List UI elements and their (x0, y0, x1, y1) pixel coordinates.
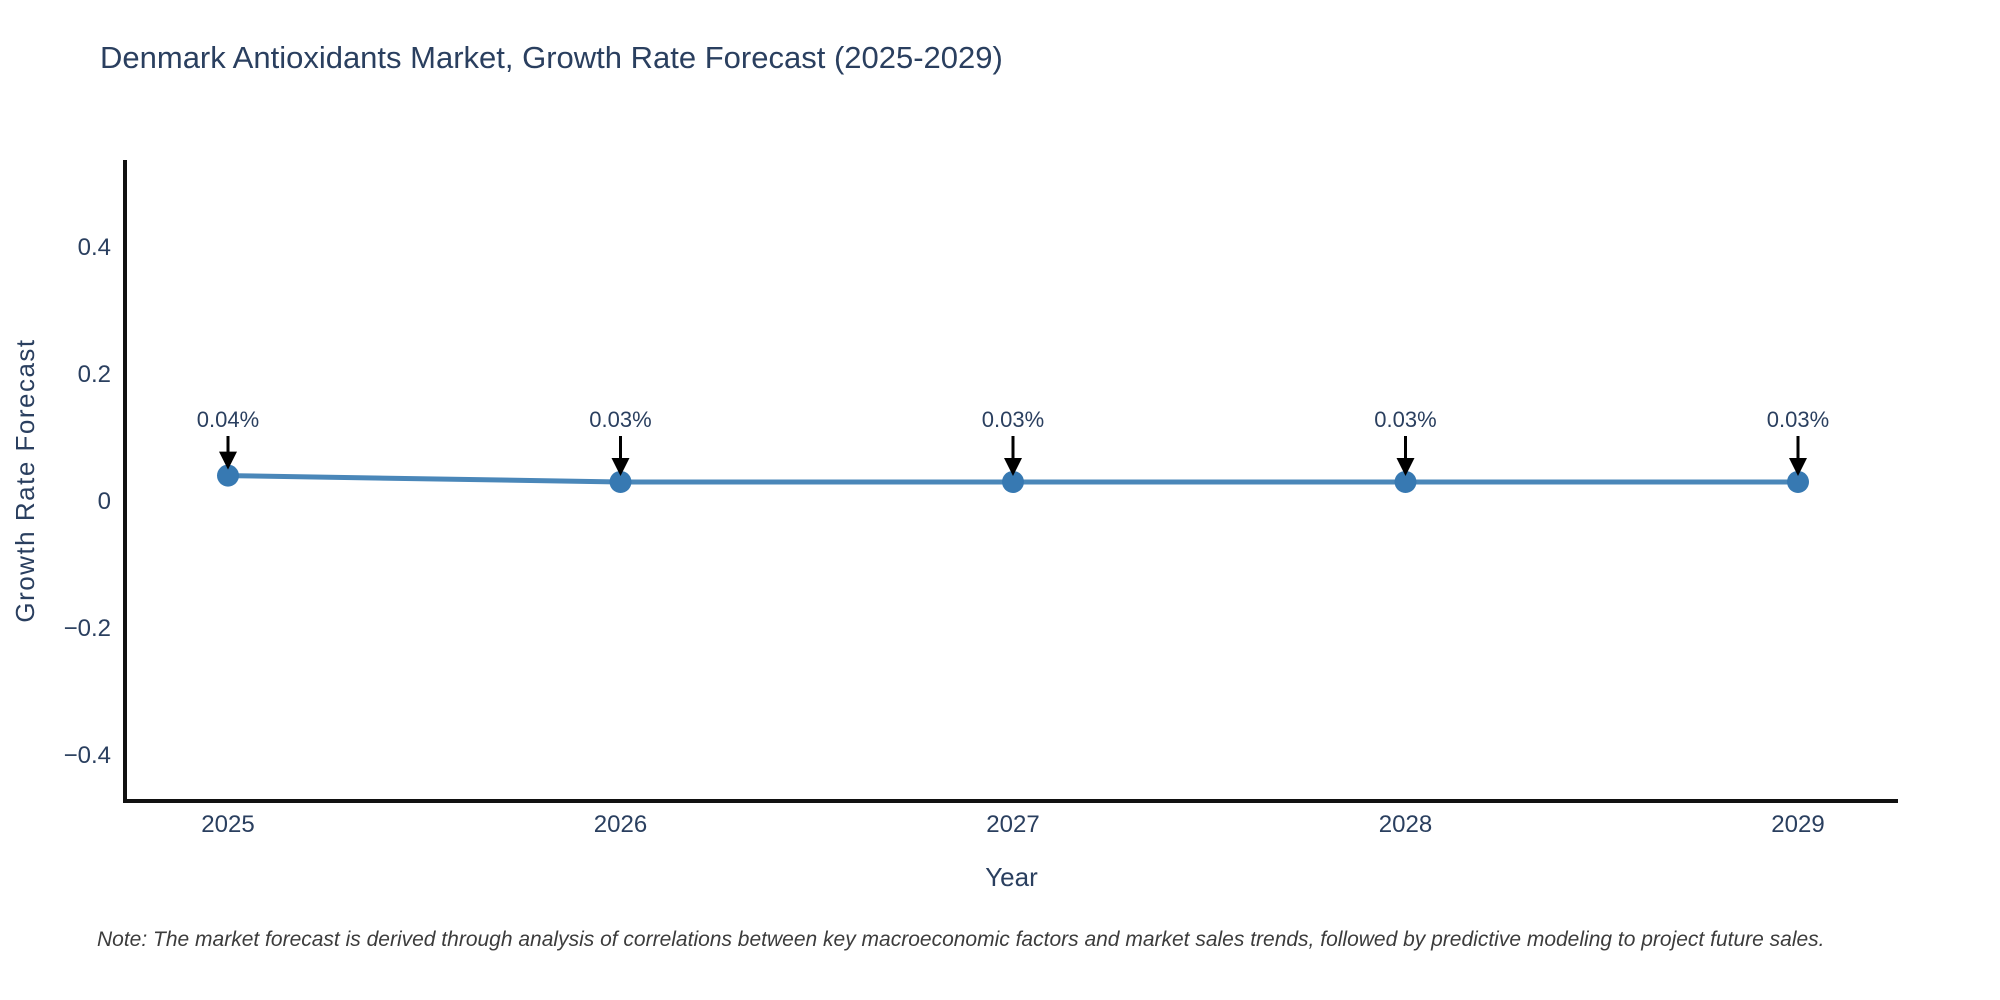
chart-title: Denmark Antioxidants Market, Growth Rate… (100, 40, 1003, 75)
data-point (1002, 470, 1024, 493)
y-tick-label: 0 (98, 488, 111, 515)
y-tick-label: −0.4 (64, 742, 111, 769)
data-point (1787, 470, 1809, 493)
point-annotation-label: 0.03% (1767, 407, 1829, 432)
point-annotation-label: 0.04% (197, 407, 259, 432)
y-axis-title: Growth Rate Forecast (10, 338, 40, 622)
x-tick-label: 2026 (594, 811, 647, 838)
annotation-arrowhead (1789, 457, 1807, 476)
chart-footnote: Note: The market forecast is derived thr… (97, 928, 1825, 951)
data-point (609, 470, 632, 493)
y-tick-label: 0.2 (78, 361, 111, 388)
annotation-arrowhead (1396, 457, 1415, 476)
data-point (217, 464, 239, 487)
data-point (1394, 470, 1417, 493)
x-tick-label: 2025 (201, 811, 254, 838)
annotation-arrowhead (1004, 457, 1022, 476)
point-annotation-label: 0.03% (1374, 407, 1436, 432)
x-tick-label: 2027 (986, 811, 1039, 838)
y-tick-label: −0.2 (64, 615, 111, 642)
axis-lines (123, 160, 1898, 803)
annotation-arrowhead (611, 457, 630, 476)
x-axis-title: Year (985, 862, 1038, 892)
x-tick-label: 2029 (1771, 811, 1824, 838)
point-annotation-label: 0.03% (982, 407, 1044, 432)
x-tick-label: 2028 (1379, 811, 1432, 838)
y-tick-label: 0.4 (78, 234, 111, 261)
point-annotation-label: 0.03% (589, 407, 651, 432)
annotation-arrowhead (219, 451, 237, 470)
